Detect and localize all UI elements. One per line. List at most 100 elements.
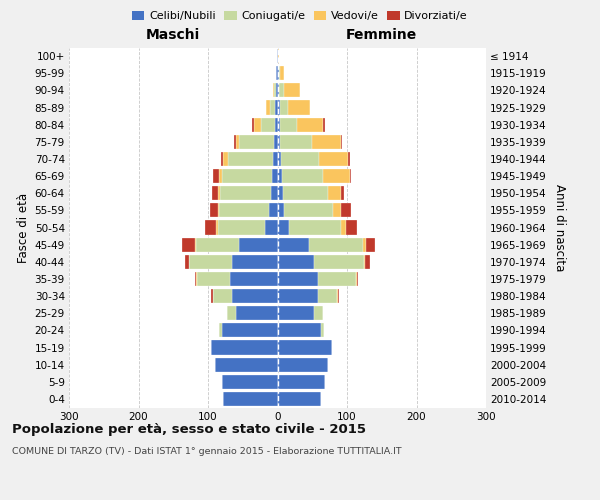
- Bar: [277, 135, 280, 149]
- Bar: [277, 66, 279, 80]
- Bar: [239, 135, 274, 149]
- Bar: [319, 152, 349, 166]
- Bar: [218, 220, 265, 234]
- Bar: [280, 118, 297, 132]
- Text: Popolazione per età, sesso e stato civile - 2015: Popolazione per età, sesso e stato civil…: [12, 422, 366, 436]
- Bar: [277, 118, 280, 132]
- Bar: [275, 100, 277, 114]
- Bar: [219, 169, 222, 183]
- Bar: [222, 375, 277, 389]
- Bar: [275, 118, 277, 132]
- Bar: [236, 135, 239, 149]
- Bar: [274, 152, 277, 166]
- Bar: [277, 289, 318, 303]
- Bar: [280, 66, 284, 80]
- Bar: [356, 272, 357, 286]
- Bar: [333, 204, 341, 218]
- Bar: [210, 204, 218, 218]
- Bar: [277, 358, 328, 372]
- Bar: [254, 118, 261, 132]
- Bar: [223, 152, 228, 166]
- Bar: [320, 324, 324, 338]
- Bar: [197, 272, 230, 286]
- Bar: [277, 272, 318, 286]
- Bar: [276, 84, 277, 98]
- Bar: [211, 340, 277, 354]
- Bar: [318, 289, 337, 303]
- Bar: [280, 100, 288, 114]
- Bar: [314, 306, 323, 320]
- Bar: [309, 238, 363, 252]
- Bar: [284, 84, 300, 98]
- Bar: [185, 255, 188, 269]
- Text: Maschi: Maschi: [146, 28, 200, 42]
- Bar: [196, 238, 239, 252]
- Legend: Celibi/Nubili, Coniugati/e, Vedovi/e, Divorziati/e: Celibi/Nubili, Coniugati/e, Vedovi/e, Di…: [128, 6, 472, 26]
- Text: Femmine: Femmine: [346, 28, 418, 42]
- Bar: [230, 272, 277, 286]
- Bar: [221, 152, 223, 166]
- Bar: [350, 169, 351, 183]
- Bar: [277, 100, 280, 114]
- Bar: [217, 220, 218, 234]
- Bar: [288, 100, 310, 114]
- Bar: [213, 289, 232, 303]
- Bar: [228, 152, 274, 166]
- Bar: [277, 152, 281, 166]
- Bar: [211, 289, 213, 303]
- Bar: [364, 255, 365, 269]
- Bar: [289, 220, 341, 234]
- Bar: [357, 272, 358, 286]
- Bar: [349, 152, 350, 166]
- Bar: [311, 135, 341, 149]
- Bar: [284, 204, 333, 218]
- Bar: [227, 306, 236, 320]
- Bar: [276, 66, 277, 80]
- Bar: [297, 118, 323, 132]
- Bar: [341, 204, 351, 218]
- Bar: [323, 169, 350, 183]
- Bar: [279, 66, 280, 80]
- Bar: [277, 306, 314, 320]
- Bar: [220, 186, 271, 200]
- Bar: [239, 238, 277, 252]
- Bar: [338, 289, 340, 303]
- Bar: [277, 220, 289, 234]
- Bar: [363, 238, 366, 252]
- Y-axis label: Fasce di età: Fasce di età: [17, 192, 31, 262]
- Bar: [281, 152, 319, 166]
- Bar: [274, 135, 277, 149]
- Bar: [219, 204, 269, 218]
- Bar: [277, 169, 281, 183]
- Bar: [265, 220, 277, 234]
- Bar: [314, 255, 364, 269]
- Bar: [318, 272, 356, 286]
- Bar: [281, 169, 323, 183]
- Bar: [270, 100, 275, 114]
- Bar: [365, 255, 370, 269]
- Bar: [236, 306, 277, 320]
- Y-axis label: Anni di nascita: Anni di nascita: [553, 184, 566, 271]
- Bar: [346, 220, 358, 234]
- Bar: [277, 340, 332, 354]
- Bar: [277, 186, 283, 200]
- Bar: [196, 272, 197, 286]
- Bar: [252, 118, 254, 132]
- Bar: [277, 204, 284, 218]
- Bar: [341, 135, 342, 149]
- Bar: [222, 324, 277, 338]
- Bar: [341, 186, 344, 200]
- Bar: [274, 84, 276, 98]
- Bar: [222, 169, 272, 183]
- Bar: [278, 49, 279, 63]
- Bar: [215, 358, 277, 372]
- Bar: [277, 238, 309, 252]
- Bar: [269, 204, 277, 218]
- Bar: [337, 289, 338, 303]
- Bar: [205, 220, 217, 234]
- Bar: [272, 84, 274, 98]
- Bar: [219, 324, 222, 338]
- Bar: [235, 135, 236, 149]
- Bar: [328, 186, 341, 200]
- Bar: [277, 255, 314, 269]
